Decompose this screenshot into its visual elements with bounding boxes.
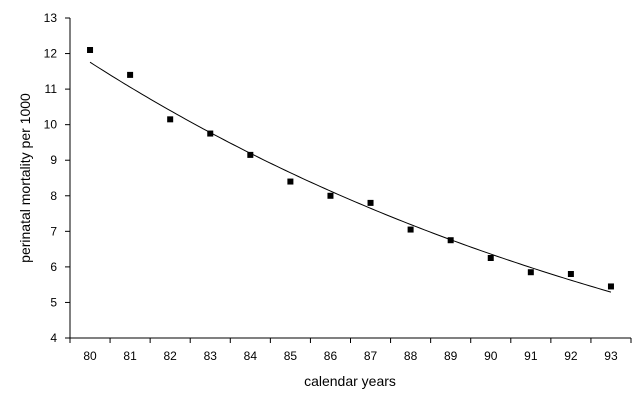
x-tick-label: 89	[444, 349, 458, 363]
x-tick-label: 93	[604, 349, 618, 363]
x-tick-label: 81	[123, 349, 137, 363]
data-point	[207, 130, 214, 137]
data-point	[607, 283, 614, 290]
y-tick-label: 7	[50, 224, 57, 238]
data-point	[567, 271, 574, 277]
x-tick-label: 82	[163, 349, 177, 363]
data-point	[367, 199, 374, 206]
data-point	[287, 178, 294, 185]
data-point	[87, 47, 94, 53]
y-tick-label: 5	[50, 295, 57, 309]
x-tick-label: 92	[564, 349, 578, 363]
x-tick-label: 87	[364, 349, 378, 363]
y-axis-title: perinatal mortality per 1000	[17, 93, 33, 263]
x-tick-label: 85	[284, 349, 298, 363]
x-axis-title: calendar years	[304, 373, 396, 389]
y-tick-label: 4	[50, 331, 57, 345]
y-tick-label: 8	[50, 189, 57, 203]
y-tick-label: 6	[50, 260, 57, 274]
data-point	[127, 71, 134, 78]
data-point	[527, 269, 534, 276]
data-point	[447, 237, 454, 244]
data-point	[167, 116, 174, 123]
y-tick-label: 10	[44, 118, 58, 132]
x-tick-label: 86	[324, 349, 338, 363]
data-point	[487, 255, 494, 261]
y-tick-label: 9	[50, 153, 57, 167]
x-tick-label: 83	[204, 349, 218, 363]
y-tick-label: 13	[44, 11, 58, 25]
data-point	[247, 151, 254, 158]
x-tick-label: 80	[83, 349, 97, 363]
y-tick-label: 11	[45, 82, 58, 96]
data-point	[327, 192, 334, 199]
x-tick-label: 88	[404, 349, 418, 363]
trend-layer	[89, 61, 612, 293]
points-layer	[87, 47, 614, 290]
trendline	[89, 61, 612, 293]
y-tick-label: 12	[44, 47, 58, 61]
x-tick-label: 91	[524, 349, 538, 363]
x-tick-label: 84	[244, 349, 258, 363]
x-tick-label: 90	[484, 349, 498, 363]
data-point	[407, 226, 414, 233]
